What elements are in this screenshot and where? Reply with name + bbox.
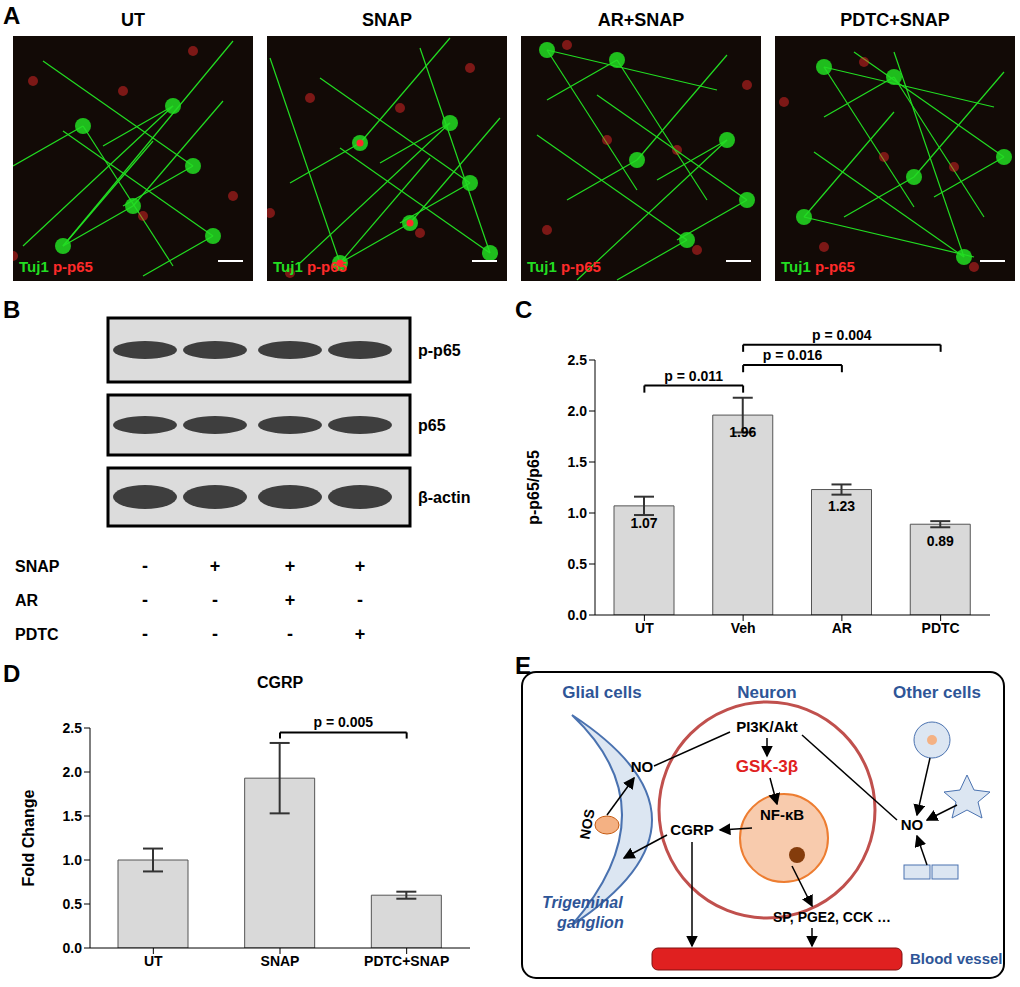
svg-text:p = 0.005: p = 0.005	[314, 714, 374, 730]
svg-text:Trigeminal: Trigeminal	[542, 894, 623, 911]
svg-text:AR: AR	[832, 620, 852, 636]
svg-text:1.0: 1.0	[568, 505, 588, 521]
svg-text:NO: NO	[901, 816, 924, 833]
svg-text:0.5: 0.5	[63, 896, 83, 912]
svg-text:1.0: 1.0	[63, 852, 83, 868]
svg-text:2.0: 2.0	[63, 764, 83, 780]
svg-text:PDTC: PDTC	[15, 626, 59, 643]
svg-text:+: +	[355, 556, 366, 576]
svg-text:1.96: 1.96	[729, 424, 756, 440]
svg-text:UT: UT	[144, 953, 163, 969]
svg-text:-: -	[212, 590, 218, 610]
svg-text:0.5: 0.5	[568, 556, 588, 572]
svg-text:p65: p65	[418, 417, 446, 434]
svg-text:Tuj1 p-p65: Tuj1 p-p65	[19, 258, 93, 275]
svg-text:2.5: 2.5	[568, 352, 588, 368]
svg-text:GSK-3β: GSK-3β	[736, 757, 798, 776]
svg-text:0.89: 0.89	[927, 533, 954, 549]
svg-text:p = 0.004: p = 0.004	[812, 327, 872, 343]
svg-text:+: +	[285, 556, 296, 576]
html-text:E: E	[515, 652, 531, 679]
svg-text:1.07: 1.07	[630, 515, 657, 531]
html-text:B: B	[3, 296, 21, 323]
svg-text:Neuron: Neuron	[737, 683, 797, 702]
svg-text:SNAP: SNAP	[261, 953, 300, 969]
html-text:A: A	[3, 2, 21, 29]
svg-text:NOS: NOS	[577, 808, 598, 841]
svg-text:2.5: 2.5	[63, 720, 83, 736]
svg-text:1.23: 1.23	[828, 498, 855, 514]
svg-text:-: -	[212, 624, 218, 644]
svg-text:0.0: 0.0	[568, 607, 588, 623]
html-text:D: D	[3, 660, 21, 687]
svg-text:SP, PGE2, CCK …: SP, PGE2, CCK …	[773, 909, 891, 925]
svg-text:AR: AR	[15, 592, 39, 609]
svg-text:Tuj1 p-p65: Tuj1 p-p65	[781, 258, 855, 275]
svg-text:Veh: Veh	[731, 620, 756, 636]
svg-text:1.5: 1.5	[568, 454, 588, 470]
svg-text:+: +	[285, 590, 296, 610]
svg-text:p = 0.011: p = 0.011	[664, 368, 723, 384]
svg-text:Other cells: Other cells	[893, 683, 981, 702]
svg-text:NO: NO	[631, 758, 654, 775]
svg-text:Glial cells: Glial cells	[562, 683, 641, 702]
html-text:PDTC+SNAP: PDTC+SNAP	[840, 10, 950, 30]
svg-text:Blood vessel: Blood vessel	[910, 950, 1003, 967]
svg-text:+: +	[355, 624, 366, 644]
svg-text:-: -	[142, 590, 148, 610]
svg-text:p-p65/p65: p-p65/p65	[525, 450, 542, 525]
html-text:SNAP: SNAP	[362, 10, 412, 30]
svg-text:2.0: 2.0	[568, 403, 588, 419]
svg-text:Tuj1 p-p65: Tuj1 p-p65	[273, 258, 347, 275]
svg-text:-: -	[287, 624, 293, 644]
svg-text:NF-κB: NF-κB	[760, 806, 804, 823]
html-text:UT: UT	[121, 10, 145, 30]
svg-text:PDTC+SNAP: PDTC+SNAP	[364, 953, 449, 969]
html-text:AR+SNAP: AR+SNAP	[597, 10, 685, 30]
svg-text:-: -	[142, 624, 148, 644]
svg-text:p = 0.016: p = 0.016	[763, 347, 823, 363]
svg-text:p-p65: p-p65	[418, 342, 461, 359]
svg-text:0.0: 0.0	[63, 940, 83, 956]
svg-text:Tuj1 p-p65: Tuj1 p-p65	[527, 258, 601, 275]
svg-text:PI3K/Akt: PI3K/Akt	[736, 718, 798, 735]
svg-text:-: -	[142, 556, 148, 576]
svg-text:-: -	[357, 590, 363, 610]
svg-text:UT: UT	[635, 620, 654, 636]
svg-text:1.5: 1.5	[63, 808, 83, 824]
svg-text:+: +	[210, 556, 221, 576]
svg-text:ganglion: ganglion	[556, 914, 624, 931]
svg-text:SNAP: SNAP	[15, 558, 60, 575]
svg-text:β-actin: β-actin	[418, 489, 470, 506]
html-text:CGRP: CGRP	[256, 674, 304, 691]
svg-text:Fold Change: Fold Change	[20, 789, 37, 886]
svg-text:CGRP: CGRP	[670, 821, 713, 838]
svg-text:PDTC: PDTC	[922, 620, 960, 636]
html-text:C: C	[515, 296, 533, 323]
